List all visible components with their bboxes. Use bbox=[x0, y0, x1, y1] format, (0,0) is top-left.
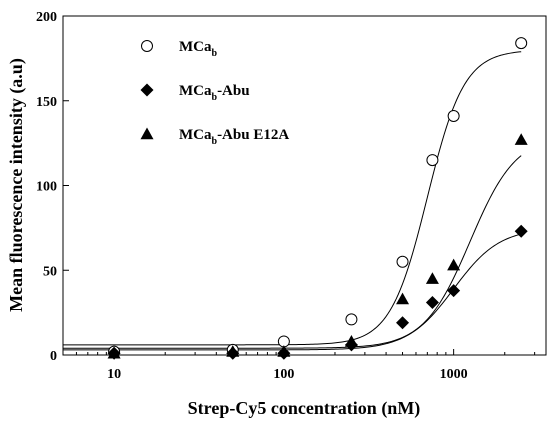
fit-curves bbox=[63, 51, 522, 351]
x-tick-label: 1000 bbox=[440, 367, 468, 382]
fit-curve bbox=[63, 155, 522, 349]
y-tick-label: 100 bbox=[36, 180, 57, 195]
data-point bbox=[515, 37, 528, 50]
data-point bbox=[426, 154, 439, 167]
data-point bbox=[226, 345, 240, 357]
data-point bbox=[514, 133, 528, 145]
y-tick-label: 150 bbox=[36, 95, 57, 110]
data-point bbox=[447, 110, 460, 123]
tick-labels: 0 50 100 150 200 10 100 1000 bbox=[36, 10, 468, 382]
data-point bbox=[396, 255, 409, 268]
data-point bbox=[425, 272, 439, 284]
data-point bbox=[345, 313, 358, 326]
data-point bbox=[425, 295, 439, 309]
x-tick-label: 100 bbox=[273, 367, 294, 382]
axis-ticks bbox=[62, 15, 536, 356]
data-point bbox=[396, 292, 410, 305]
data-point bbox=[396, 316, 410, 330]
x-tick-label: 10 bbox=[107, 367, 121, 382]
legend-marker bbox=[141, 40, 153, 52]
fit-curve bbox=[63, 233, 522, 351]
data-point bbox=[107, 346, 121, 359]
data-points bbox=[107, 37, 528, 360]
legend-label: MCab-Abu E12A bbox=[179, 127, 289, 147]
data-point bbox=[277, 345, 291, 357]
legend-label: MCab-Abu bbox=[179, 83, 250, 103]
legend-marker bbox=[140, 83, 154, 97]
data-point bbox=[447, 284, 461, 298]
data-point bbox=[447, 258, 461, 271]
data-point bbox=[514, 224, 528, 238]
y-tick-label: 0 bbox=[50, 349, 57, 364]
y-axis-title: Mean fluorescence intensity (a.u) bbox=[6, 58, 27, 312]
legend-marker bbox=[140, 127, 154, 140]
plot-frame bbox=[62, 15, 547, 356]
legend-label: MCab bbox=[179, 39, 218, 59]
y-tick-label: 200 bbox=[36, 10, 57, 25]
fit-curve bbox=[63, 51, 522, 346]
data-point bbox=[344, 334, 358, 347]
legend: MCab MCab-Abu MCab-Abu E12A bbox=[140, 39, 289, 147]
y-tick-label: 50 bbox=[43, 264, 57, 279]
x-axis-title: Strep-Cy5 concentration (nM) bbox=[188, 398, 421, 419]
